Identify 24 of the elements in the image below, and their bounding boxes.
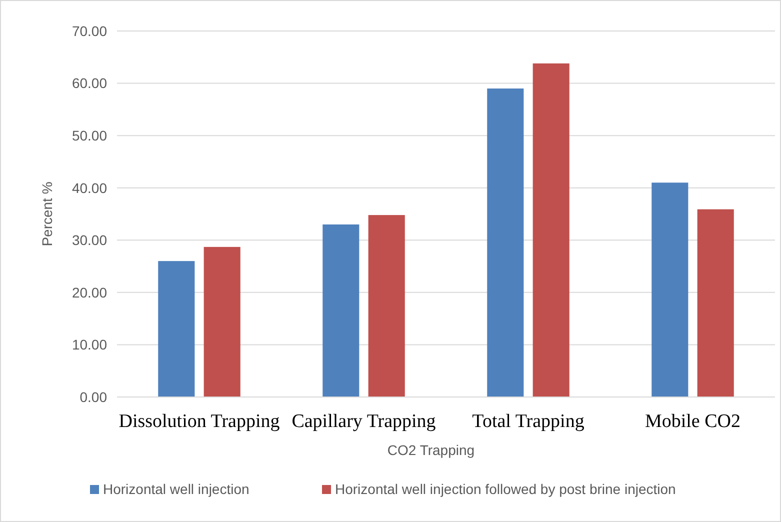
bar — [697, 209, 734, 397]
y-tick-label: 70.00 — [72, 22, 108, 39]
y-tick-label: 60.00 — [72, 75, 108, 92]
x-tick-label: Dissolution Trapping — [118, 411, 280, 432]
y-axis-title: Percent % — [39, 182, 55, 246]
bar — [487, 88, 524, 397]
bar — [652, 182, 688, 397]
bar — [368, 215, 405, 397]
bar — [158, 261, 195, 397]
legend-label: Horizontal well injection — [103, 481, 250, 497]
x-axis-title: CO2 Trapping — [387, 442, 475, 458]
bar — [204, 246, 240, 397]
x-tick-label: Mobile CO2 — [644, 411, 741, 432]
y-tick-label: 50.00 — [72, 127, 108, 144]
bar — [532, 63, 570, 397]
y-tick-label: 10.00 — [72, 336, 108, 353]
bar — [322, 224, 360, 397]
y-tick-label: 40.00 — [72, 180, 108, 196]
x-tick-label: Capillary Trapping — [292, 411, 436, 432]
y-tick-label: 0.00 — [80, 388, 108, 405]
y-tick-label: 30.00 — [72, 232, 108, 248]
x-tick-label: Total Trapping — [472, 411, 585, 432]
legend-label: Horizontal well injection followed by post brine injection — [335, 481, 676, 497]
y-tick-label: 20.00 — [72, 284, 108, 300]
